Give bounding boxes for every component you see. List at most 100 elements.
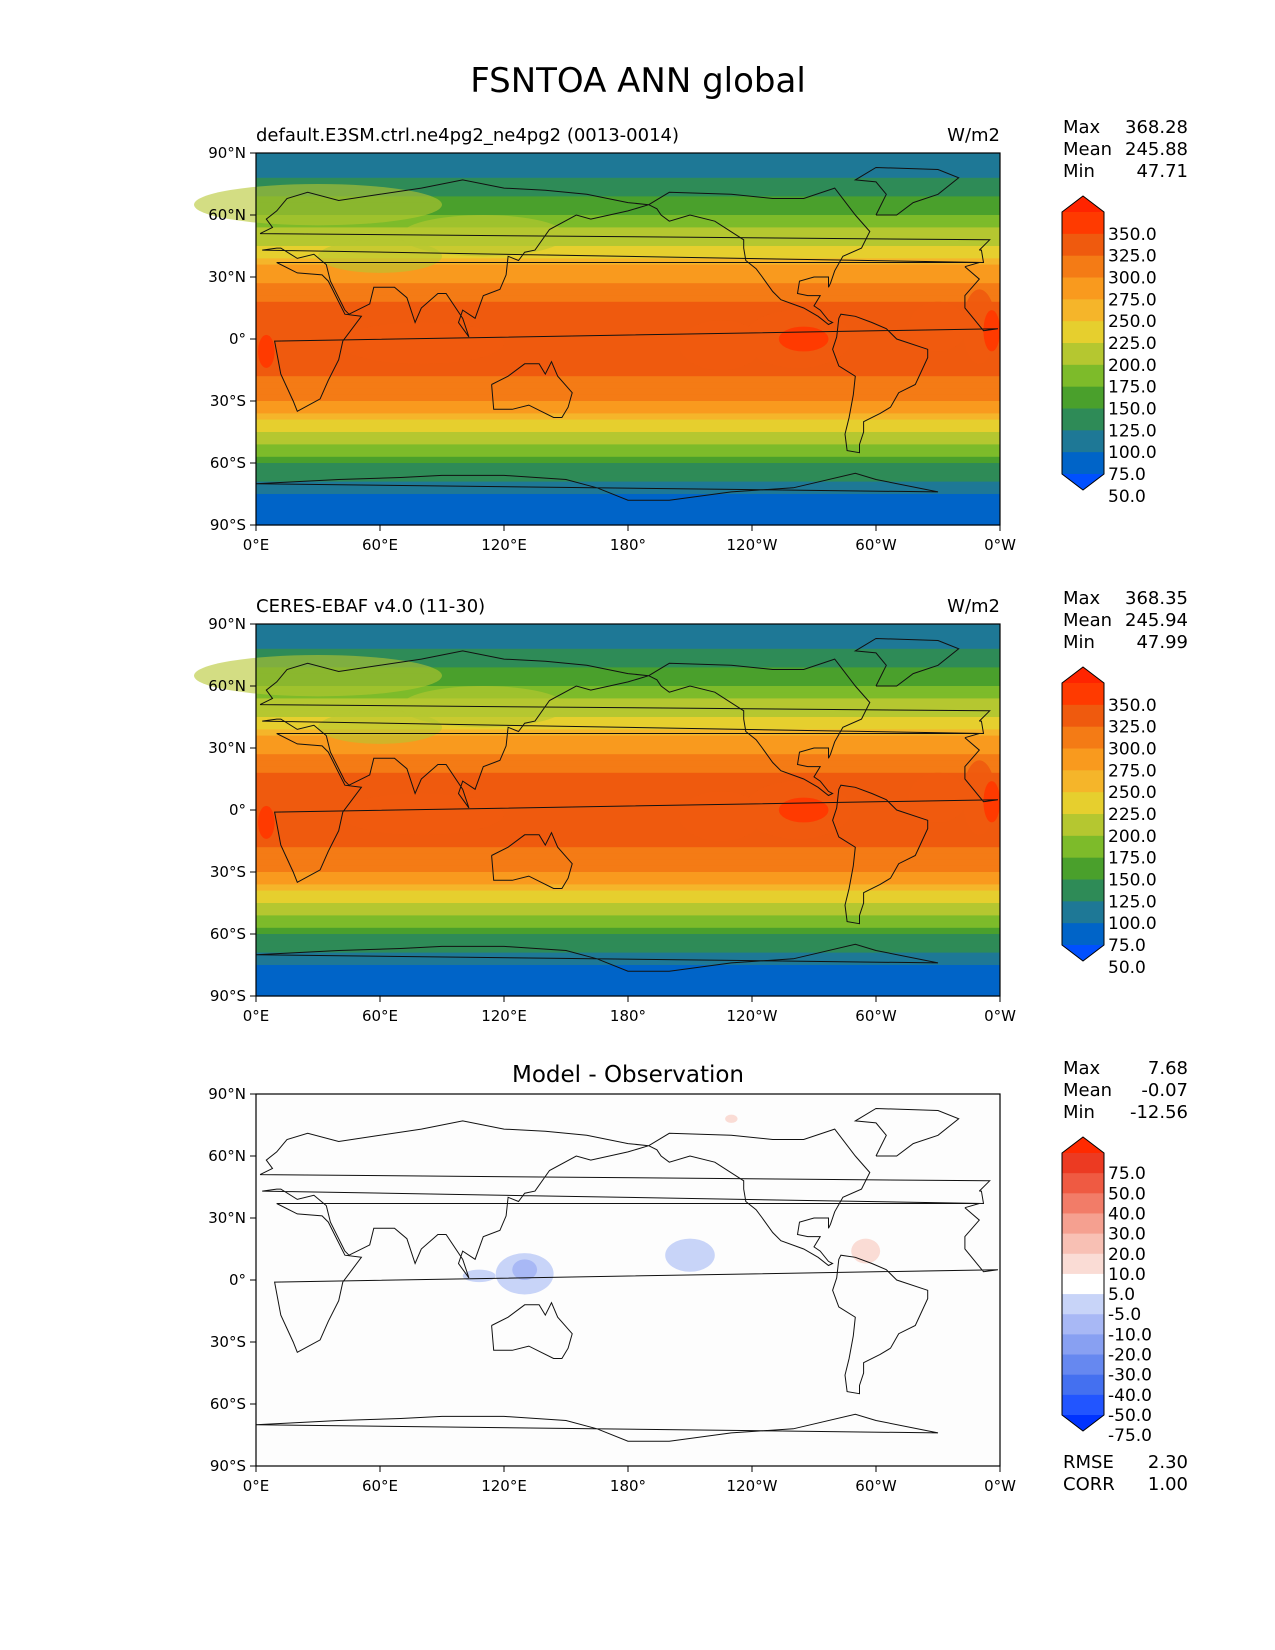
zonal-band — [256, 518, 1000, 526]
zonal-band — [256, 865, 1000, 873]
max-region — [778, 797, 829, 823]
coastline — [255, 472, 939, 501]
colorbar: 350.0325.0300.0275.0250.0225.0200.0175.0… — [1061, 195, 1157, 507]
colorbar-segment — [1062, 299, 1104, 322]
stat-label-rmse: RMSE — [1063, 1452, 1114, 1473]
zonal-band — [256, 729, 1000, 737]
zonal-band — [256, 872, 1000, 879]
zonal-band — [256, 208, 1000, 216]
colorbar-segment — [1062, 255, 1104, 278]
zonal-band — [256, 661, 1000, 668]
zonal-band — [256, 772, 1000, 780]
zonal-band — [256, 314, 1000, 321]
y-tick-label: 30°N — [208, 1209, 246, 1227]
stat-label-min: Min — [1063, 632, 1095, 653]
colorbar-tick-label: 125.0 — [1108, 892, 1157, 912]
positive-anomaly — [725, 1114, 738, 1123]
warm-region — [338, 793, 504, 835]
zonal-band — [256, 915, 1000, 923]
stat-value-max: 7.68 — [1148, 1058, 1188, 1079]
stat-label-min: Min — [1063, 161, 1095, 182]
zonal-band — [256, 927, 1000, 935]
zonal-band — [256, 971, 1000, 978]
x-tick-label: 120°W — [727, 1007, 778, 1025]
colorbar-tick-label: -75.0 — [1108, 1426, 1152, 1446]
colorbar-extend-max — [1062, 196, 1104, 212]
colorbar-tick-label: 300.0 — [1108, 269, 1157, 289]
zonal-band — [256, 463, 1000, 470]
zonal-band — [256, 227, 1000, 235]
y-tick-label: 30°N — [208, 739, 246, 757]
colorbar-tick-label: 50.0 — [1108, 958, 1146, 978]
colorbar-tick-label: 200.0 — [1108, 827, 1157, 847]
colorbar-tick-label: 20.0 — [1108, 1245, 1146, 1265]
colorbar-segment — [1062, 1294, 1104, 1315]
coastline — [853, 166, 960, 216]
zonal-band — [256, 989, 1000, 997]
x-tick-label: 60°W — [855, 536, 897, 554]
colorbar-tick-label: 175.0 — [1108, 849, 1157, 869]
colorbar-segment — [1062, 1314, 1104, 1335]
zonal-band — [256, 370, 1000, 377]
coastline — [259, 1120, 991, 1279]
x-tick-label: 60°W — [855, 1007, 897, 1025]
zonal-band — [256, 382, 1000, 390]
coastline — [259, 650, 991, 809]
panel-center-title: Model - Observation — [512, 1062, 744, 1088]
colorbar-segment — [1062, 1253, 1104, 1275]
zonal-band — [256, 345, 1000, 352]
zonal-band — [256, 624, 1000, 631]
zonal-band — [256, 797, 1000, 805]
stat-value-max: 368.35 — [1125, 588, 1188, 609]
colorbar-tick-label: 75.0 — [1108, 1164, 1146, 1184]
coastline — [491, 360, 573, 418]
y-tick-label: 60°S — [210, 454, 246, 472]
x-tick-label: 0°W — [984, 536, 1016, 554]
negative-anomaly — [665, 1238, 715, 1272]
colorbar-segment — [1062, 386, 1104, 409]
colorbar-tick-label: 325.0 — [1108, 718, 1157, 738]
zonal-band — [256, 934, 1000, 941]
coastline — [832, 784, 929, 925]
max-region — [258, 334, 275, 368]
colorbar-tick-label: -5.0 — [1108, 1305, 1141, 1325]
colorbar-tick-label: 100.0 — [1108, 443, 1157, 463]
zonal-band — [256, 859, 1000, 867]
zonal-band — [256, 946, 1000, 954]
colorbar-tick-label: 250.0 — [1108, 312, 1157, 332]
zonal-band — [256, 475, 1000, 483]
stat-label-mean: Mean — [1063, 1080, 1112, 1101]
colorbar-tick-label: 125.0 — [1108, 421, 1157, 441]
zonal-band — [256, 171, 1000, 179]
zonal-band — [256, 246, 1000, 253]
colorbar-tick-label: 275.0 — [1108, 290, 1157, 310]
map-panel-2: CERES-EBAF v4.0 (11-30) W/m2 0°E 60°E 120°E 1… — [194, 588, 1188, 1025]
zonal-band — [256, 884, 1000, 892]
zonal-band — [256, 785, 1000, 792]
panels: default.E3SM.ctrl.ne4pg2_ne4pg2 (0013-00… — [194, 117, 1188, 1495]
colorbar-segment — [1062, 879, 1104, 902]
zonal-band — [256, 921, 1000, 929]
zonal-band — [256, 803, 1000, 811]
zonal-band — [256, 264, 1000, 272]
colorbar-tick-label: 50.0 — [1108, 1184, 1146, 1204]
x-tick-label: 0°E — [243, 1477, 270, 1495]
coastline — [648, 658, 871, 797]
zonal-band — [256, 469, 1000, 476]
zonal-band — [256, 184, 1000, 191]
colorbar-tick-label: 75.0 — [1108, 465, 1146, 485]
zonal-band — [256, 890, 1000, 898]
colorbar-segment — [1062, 1354, 1104, 1376]
zonal-band — [256, 177, 1000, 185]
zonal-band — [256, 295, 1000, 303]
colorbar-tick-label: 75.0 — [1108, 936, 1146, 956]
zonal-band — [256, 779, 1000, 786]
x-tick-label: 0°E — [243, 536, 270, 554]
x-tick-label: 60°E — [362, 536, 398, 554]
x-tick-label: 120°W — [727, 1477, 778, 1495]
colorbar-segment — [1062, 792, 1104, 815]
colorbar: 75.050.040.030.020.010.05.0-5.0-10.0-20.… — [1061, 1136, 1152, 1446]
zonal-band — [256, 828, 1000, 836]
coastline — [255, 1413, 939, 1442]
zonal-band — [256, 413, 1000, 421]
